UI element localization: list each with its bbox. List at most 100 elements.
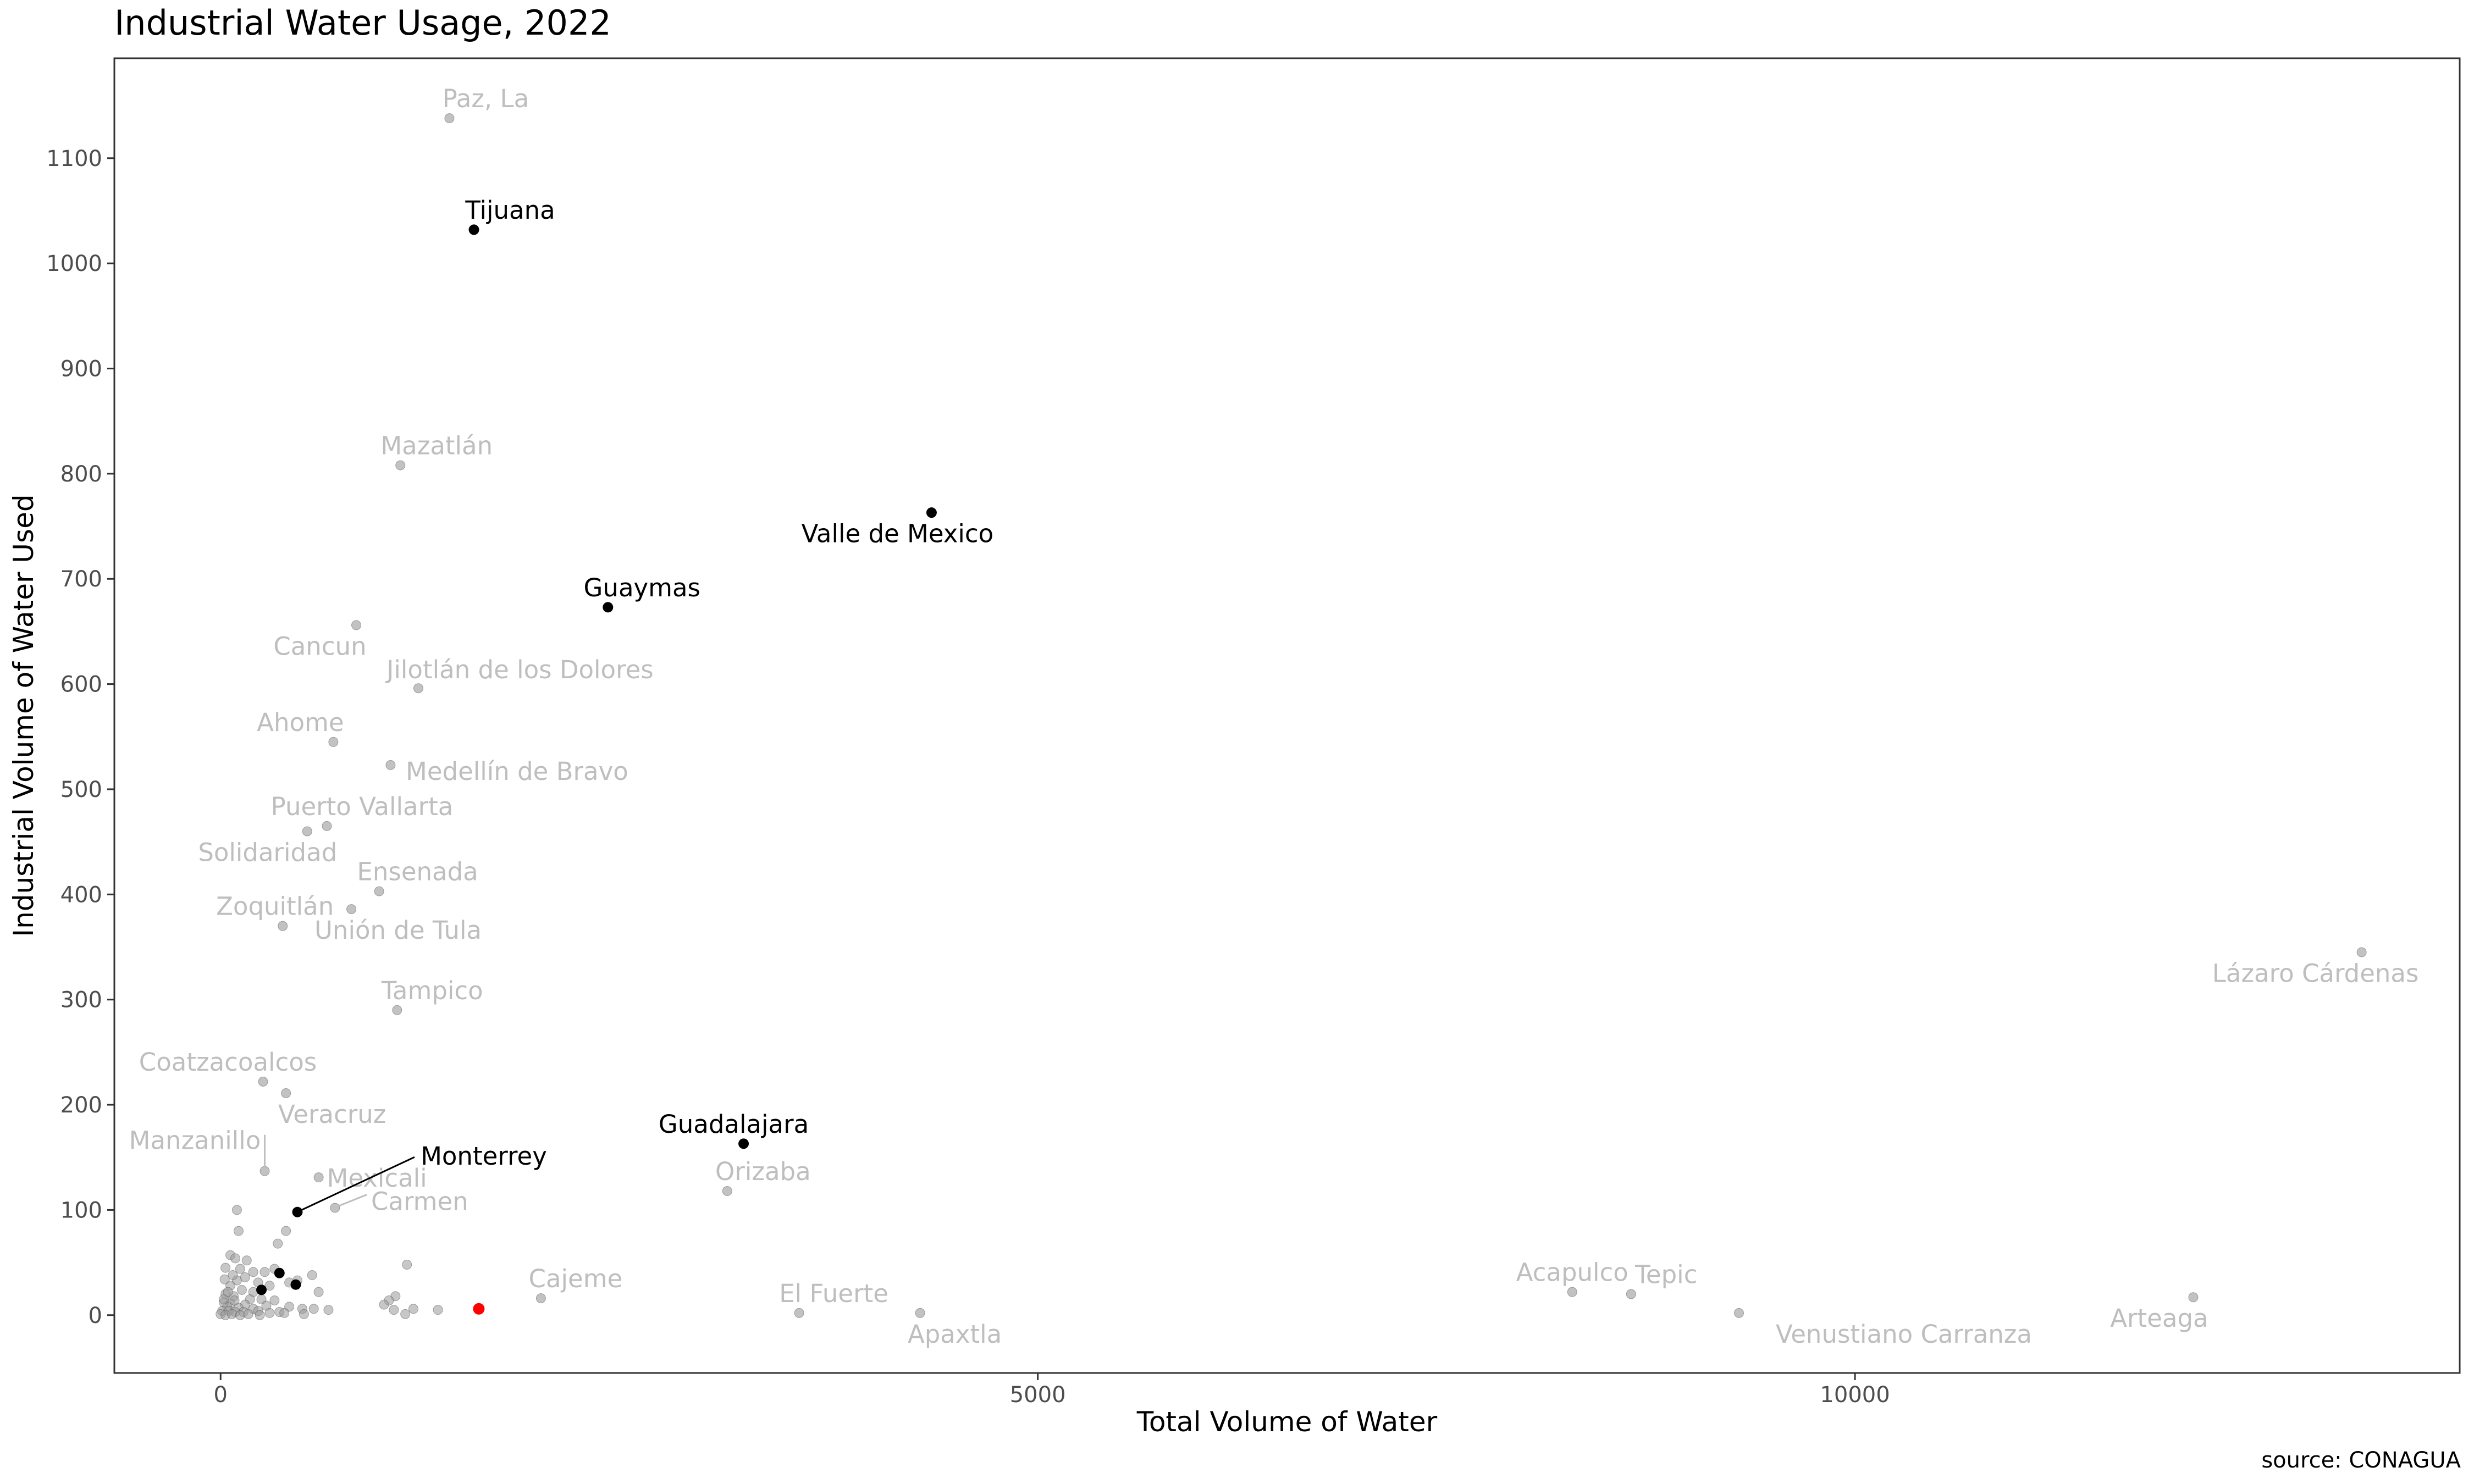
data-point: [273, 1238, 283, 1249]
data-point: [374, 886, 384, 896]
data-point: [235, 1264, 245, 1274]
data-point: [264, 1281, 275, 1291]
point-label: Monterrey: [421, 1142, 547, 1171]
y-tick-label: 300: [60, 988, 102, 1013]
y-tick-label: 100: [60, 1198, 102, 1223]
point-label: Medellín de Bravo: [406, 757, 628, 786]
point-label: Carmen: [371, 1187, 468, 1216]
data-point: [2188, 1292, 2199, 1303]
point-label: Valle de Mexico: [802, 519, 994, 549]
highlight-point: [738, 1138, 749, 1149]
x-axis-ticks: 0 5000 10000: [214, 1373, 1890, 1408]
point-label: Orizaba: [715, 1157, 811, 1186]
point-label: Cajeme: [529, 1264, 623, 1293]
point-label: Manzanillo: [129, 1126, 261, 1155]
data-point: [243, 1309, 253, 1319]
x-tick-label: 5000: [1010, 1382, 1066, 1408]
data-point: [308, 1304, 319, 1314]
data-point: [227, 1309, 238, 1319]
data-point: [346, 904, 357, 915]
point-label: Solidaridad: [198, 838, 337, 867]
data-point: [235, 1310, 245, 1320]
x-axis-title: Total Volume of Water: [1136, 1406, 1438, 1438]
data-point: [281, 1088, 291, 1098]
y-tick-label: 500: [60, 777, 102, 802]
point-label: Mazatlán: [380, 431, 493, 461]
data-point: [402, 1259, 412, 1270]
data-point: [328, 737, 339, 747]
point-label: Tijuana: [465, 196, 555, 225]
data-point: [322, 821, 332, 831]
data-point: [313, 1172, 324, 1183]
x-tick-label: 0: [214, 1382, 228, 1408]
x-tick-label: 10000: [1820, 1382, 1890, 1408]
point-label: Coatzacoalcos: [139, 1048, 317, 1077]
label-leader-line: [301, 1156, 415, 1211]
data-point: [323, 1305, 334, 1315]
data-point: [248, 1267, 258, 1277]
point-label: Lázaro Cárdenas: [2212, 959, 2419, 988]
data-point: [259, 1267, 270, 1277]
highlight-point: [292, 1206, 303, 1217]
data-point: [233, 1226, 244, 1236]
data-point: [302, 826, 312, 837]
data-point: [1733, 1308, 1744, 1318]
data-point: [299, 1309, 309, 1319]
data-point: [236, 1284, 247, 1295]
data-point: [229, 1295, 240, 1305]
point-labels: Paz, La Tijuana Mazatlán Valle de Mexico Gua…: [129, 84, 2419, 1349]
point-label: Cancun: [273, 632, 366, 661]
data-point: [278, 921, 288, 931]
data-point: [379, 1299, 389, 1310]
y-tick-label: 900: [60, 357, 102, 382]
point-label: Guaymas: [584, 573, 700, 602]
data-point: [444, 113, 455, 124]
point-label: Arteaga: [2110, 1304, 2208, 1333]
data-point: [351, 620, 361, 630]
data-point: [535, 1293, 546, 1304]
point-label: Tepic: [1634, 1260, 1697, 1289]
data-point: [330, 1203, 340, 1213]
point-label: Ensenada: [357, 857, 478, 887]
y-axis-title: Industrial Volume of Water Used: [8, 494, 40, 937]
point-label: Zoquitlán: [216, 892, 334, 921]
point-label: Jilotlán de los Dolores: [385, 655, 654, 684]
data-points: [216, 113, 2367, 1320]
data-point: [228, 1270, 238, 1281]
data-point: [241, 1255, 252, 1266]
y-axis-ticks: 0 100 200 300 400 500 600 700 800 900 1000 1100: [46, 146, 114, 1328]
data-point: [395, 460, 406, 470]
y-tick-label: 700: [60, 567, 102, 592]
highlight-point: [603, 602, 614, 613]
point-label: Tampico: [381, 976, 483, 1005]
point-label: Ahome: [257, 708, 344, 737]
point-label: Acapulco: [1516, 1258, 1628, 1287]
data-point: [1626, 1289, 1636, 1299]
selected-point: [473, 1303, 485, 1315]
data-point: [313, 1287, 324, 1297]
plot-panel: [113, 57, 2461, 1374]
point-label: Veracruz: [278, 1100, 386, 1129]
data-point: [231, 1205, 242, 1215]
data-point: [281, 1226, 291, 1236]
data-point: [307, 1270, 317, 1281]
highlight-point: [926, 507, 937, 518]
point-label: Unión de Tula: [314, 916, 482, 945]
data-point: [1567, 1287, 1577, 1297]
data-point: [433, 1305, 443, 1315]
y-tick-label: 800: [60, 462, 102, 487]
y-tick-label: 1100: [46, 146, 102, 171]
highlight-point: [274, 1267, 285, 1278]
highlight-point: [468, 224, 479, 235]
data-point: [408, 1304, 419, 1314]
point-label: Paz, La: [443, 84, 529, 113]
data-point: [279, 1308, 290, 1318]
data-point: [722, 1186, 732, 1196]
highlight-point: [256, 1284, 267, 1295]
data-point: [392, 1005, 402, 1015]
point-label: Puerto Vallarta: [271, 792, 454, 821]
point-label: Venustiano Carranza: [1776, 1320, 2032, 1349]
y-tick-label: 200: [60, 1093, 102, 1118]
data-point: [794, 1308, 804, 1318]
